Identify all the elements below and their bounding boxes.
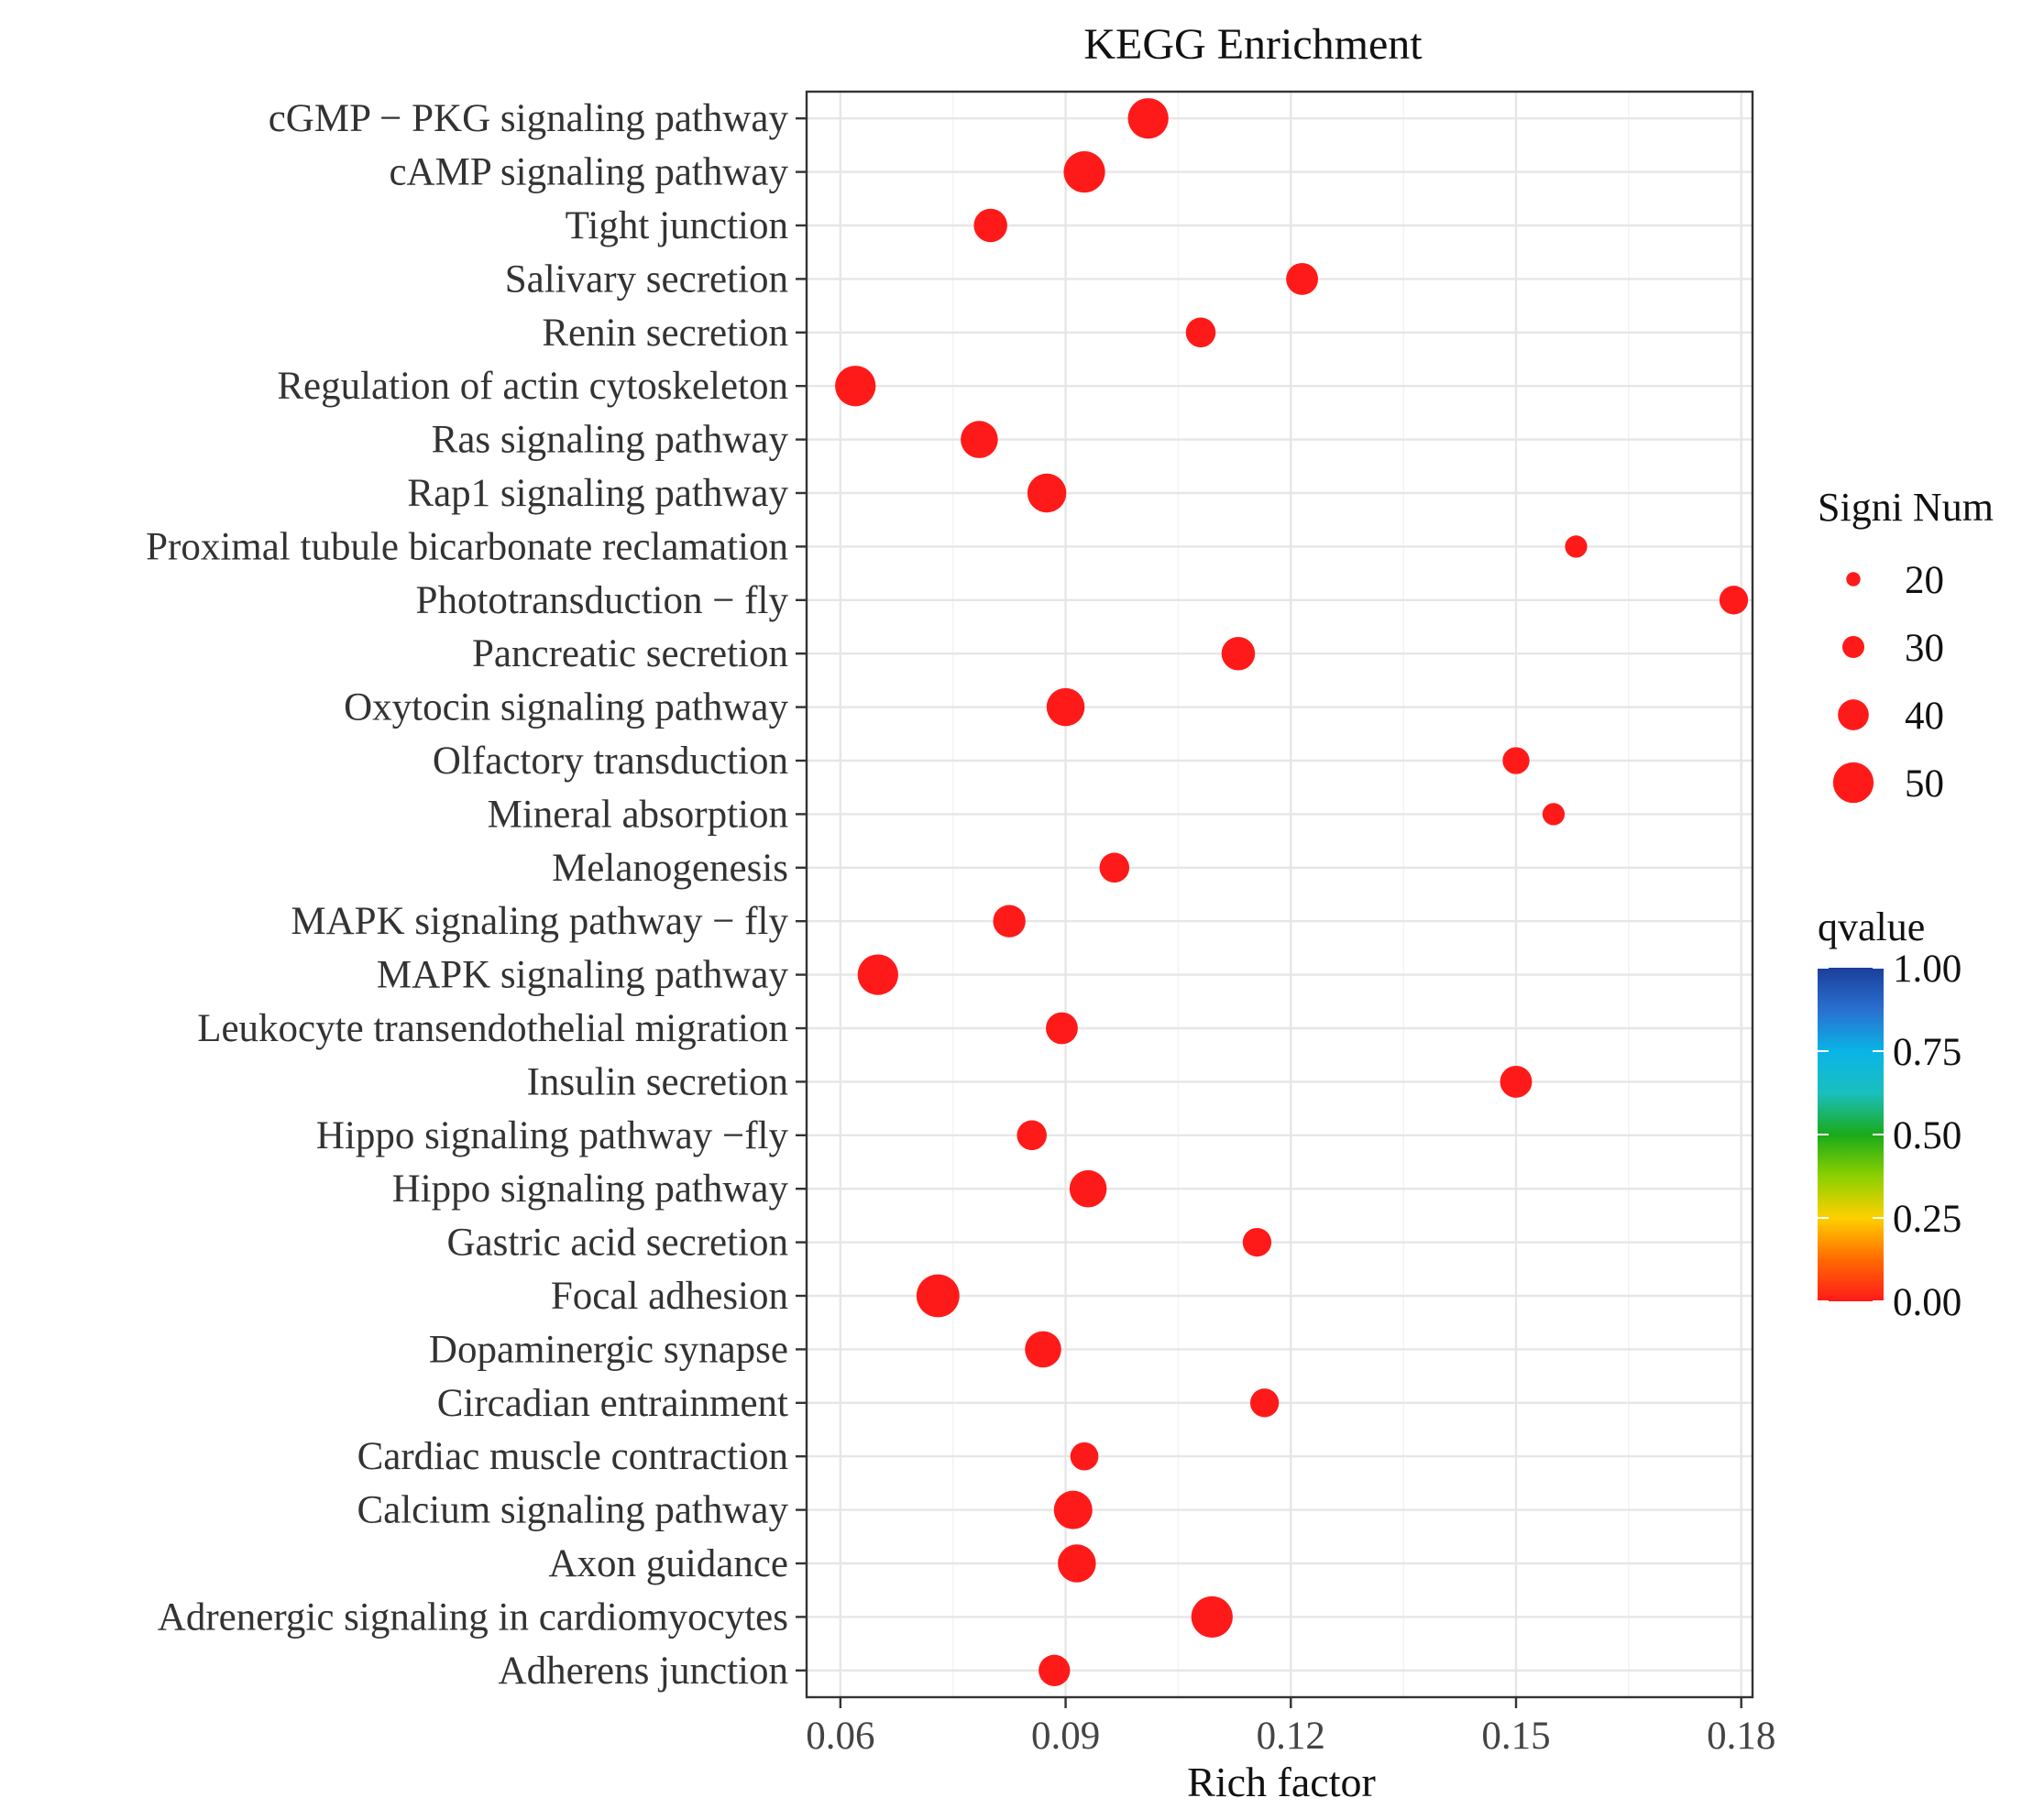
color-legend-label: 0.00 (1893, 1281, 1962, 1324)
y-tick-label: Gastric acid secretion (447, 1222, 789, 1265)
y-tick-label: Olfactory transduction (433, 740, 788, 783)
y-tick-label: Adherens junction (499, 1650, 788, 1693)
data-point (1017, 1120, 1047, 1151)
size-legend-label: 40 (1905, 695, 1944, 738)
x-tick-label: 0.06 (806, 1715, 874, 1758)
y-axis: cGMP − PKG signaling pathway cAMP signali… (146, 97, 807, 1693)
y-tick-label: Focal adhesion (551, 1275, 788, 1318)
data-point (1027, 473, 1067, 513)
y-tick-label: Renin secretion (542, 312, 788, 355)
y-tick-label: Calcium signaling pathway (357, 1489, 788, 1532)
y-tick-label: Phototransduction − fly (416, 579, 789, 622)
x-axis: 0.06 0.09 0.12 0.15 0.18 (806, 1697, 1775, 1758)
panel-border (805, 90, 1754, 1699)
size-legend-label: 20 (1905, 559, 1944, 602)
data-point (1221, 636, 1256, 671)
plot-panel (805, 90, 1754, 1699)
y-tick-label: cGMP − PKG signaling pathway (269, 97, 789, 140)
y-tick-label: Axon guidance (548, 1542, 788, 1585)
x-tick-label: 0.15 (1481, 1715, 1550, 1758)
y-tick-label: Ras signaling pathway (432, 419, 789, 462)
data-points (835, 98, 1749, 1686)
color-legend-title: qvalue (1818, 905, 1925, 949)
color-legend-label: 0.75 (1893, 1031, 1962, 1074)
data-point (1053, 1490, 1093, 1529)
y-tick-label: Rap1 signaling pathway (407, 472, 788, 515)
data-point (916, 1274, 960, 1318)
data-point (973, 208, 1007, 243)
data-point (1058, 1544, 1096, 1583)
y-tick-label: Leukocyte transendothelial migration (197, 1007, 788, 1050)
y-tick-label: Oxytocin signaling pathway (344, 686, 788, 729)
y-tick-label: Melanogenesis (552, 847, 788, 890)
y-tick-label: Adrenergic signaling in cardiomyocytes (158, 1595, 788, 1639)
data-point (1069, 1169, 1107, 1208)
y-tick-label: Mineral absorption (488, 793, 788, 836)
color-legend-label: 0.25 (1893, 1198, 1962, 1241)
y-tick-label: cAMP signaling pathway (389, 151, 788, 194)
y-tick-label: Hippo signaling pathway (392, 1168, 789, 1211)
color-legend-label: 0.50 (1893, 1114, 1962, 1157)
size-legend-key (1838, 699, 1869, 730)
data-point (1127, 98, 1169, 139)
y-tick-label: MAPK signaling pathway (377, 954, 789, 997)
data-point (1542, 803, 1566, 826)
data-point (1185, 317, 1216, 348)
y-tick-label: Tight junction (566, 204, 788, 247)
size-legend-key (1841, 635, 1865, 659)
size-legend-label: 30 (1905, 627, 1944, 670)
x-axis-title: Rich factor (1187, 1759, 1376, 1805)
data-point (961, 421, 998, 458)
data-point (1249, 1388, 1280, 1418)
data-point (1025, 1331, 1061, 1368)
size-legend: Signi Num 20 30 40 50 (1818, 485, 1994, 806)
x-tick-label: 0.12 (1257, 1715, 1325, 1758)
chart-title: KEGG Enrichment (1083, 20, 1423, 69)
size-legend-label: 50 (1905, 762, 1944, 806)
y-tick-label: Pancreatic secretion (472, 632, 788, 675)
y-tick-label: Hippo signaling pathway −fly (316, 1114, 789, 1157)
size-legend-title: Signi Num (1818, 485, 1994, 530)
size-legend-key (1846, 572, 1861, 587)
y-tick-label: Regulation of actin cytoskeleton (277, 365, 788, 408)
data-point (835, 366, 876, 407)
data-point (1191, 1595, 1233, 1638)
data-point (1070, 1442, 1099, 1471)
grid (807, 92, 1753, 1697)
data-point (1565, 535, 1588, 558)
data-point (1242, 1227, 1272, 1257)
color-legend-ticks: 1.00 0.75 0.50 0.25 0.00 (1818, 948, 1962, 1324)
x-tick-label: 0.09 (1031, 1715, 1100, 1758)
y-tick-label: Circadian entrainment (437, 1382, 788, 1425)
size-legend-key (1832, 762, 1874, 804)
data-point (1046, 1012, 1078, 1045)
y-tick-label: Salivary secretion (505, 258, 788, 301)
x-tick-label: 0.18 (1707, 1715, 1775, 1758)
data-point (1038, 1654, 1071, 1686)
y-tick-label: Insulin secretion (527, 1060, 788, 1103)
data-point (1502, 747, 1530, 774)
data-point (1046, 687, 1085, 727)
data-point (1063, 151, 1105, 193)
color-legend: qvalue 1.00 0.75 0.50 0.25 0.00 (1818, 905, 1962, 1324)
data-point (857, 954, 898, 995)
data-point (1500, 1065, 1533, 1098)
data-point (1286, 262, 1319, 295)
color-legend-label: 1.00 (1893, 948, 1962, 991)
y-tick-label: MAPK signaling pathway − fly (291, 900, 788, 943)
data-point (993, 905, 1026, 937)
data-point (1099, 852, 1130, 883)
y-tick-label: Cardiac muscle contraction (357, 1435, 788, 1478)
y-tick-label: Proximal tubule bicarbonate reclamation (146, 525, 788, 568)
y-tick-label: Dopaminergic synapse (429, 1328, 788, 1371)
data-point (1719, 586, 1749, 615)
size-legend-items: 20 30 40 50 (1832, 559, 1944, 806)
